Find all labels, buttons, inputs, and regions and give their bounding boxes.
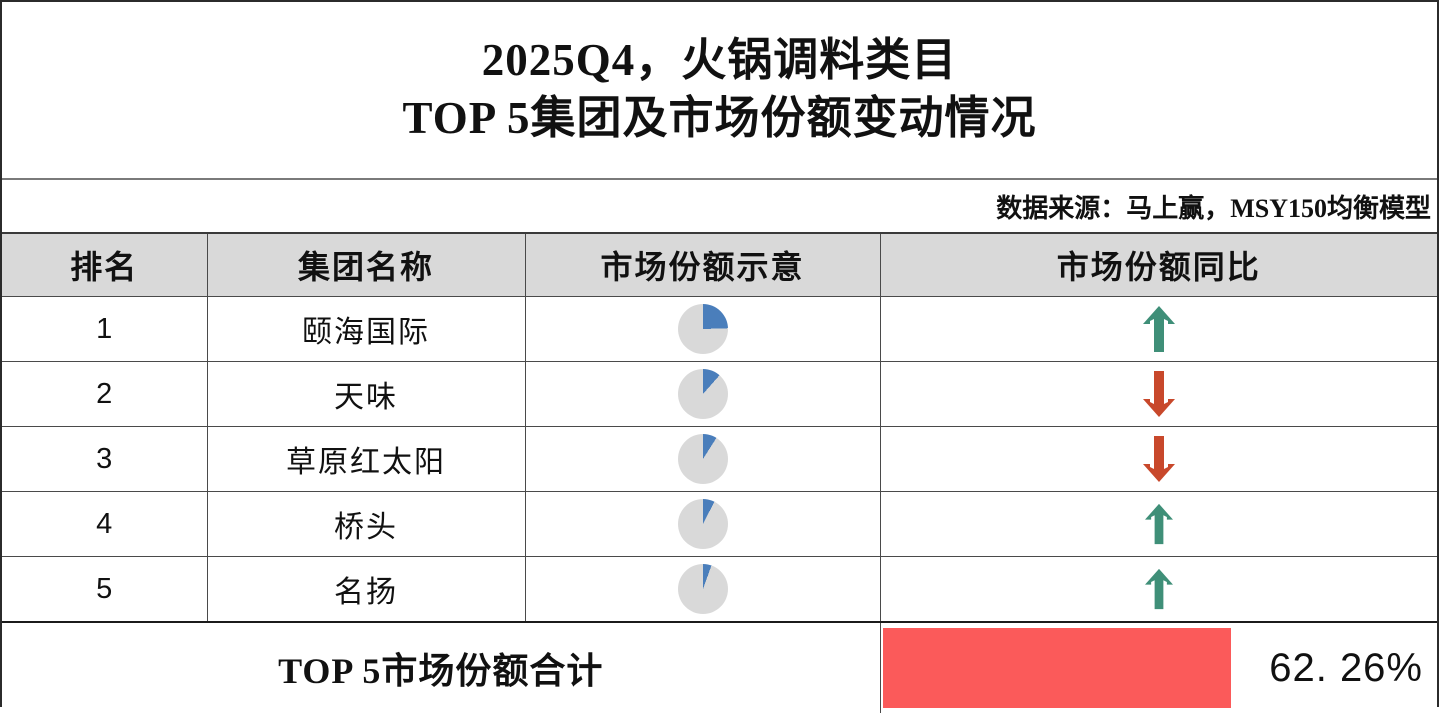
- group-name-cell: 天味: [207, 361, 526, 427]
- rank-cell: 5: [2, 556, 208, 623]
- total-row: TOP 5市场份额合计 62. 26%: [2, 621, 1437, 713]
- share-yoy-cell: [880, 491, 1437, 557]
- page-title-line-1: 2025Q4，火锅调料类目: [481, 35, 958, 86]
- share-pie-cell: [525, 491, 881, 557]
- column-header-share-pie: 市场份额示意: [525, 234, 881, 297]
- share-pie-cell: [525, 361, 881, 427]
- pie-chart-icon: [677, 369, 728, 419]
- source-block: 数据来源：马上赢，MSY150均衡模型: [2, 180, 1437, 234]
- total-data-bar: [882, 628, 1231, 708]
- pie-chart-icon: [677, 564, 728, 614]
- pie-chart-icon: [677, 434, 728, 484]
- table-header: 排名 集团名称 市场份额示意 市场份额同比: [2, 234, 1437, 297]
- group-name-cell: 颐海国际: [207, 296, 526, 362]
- share-yoy-cell: [880, 361, 1437, 427]
- share-pie-cell: [525, 426, 881, 492]
- total-value: 62. 26%: [1269, 645, 1423, 690]
- table-row: 3 草原红太阳: [2, 426, 1437, 492]
- rank-cell: 1: [2, 296, 208, 362]
- total-label: TOP 5市场份额合计: [2, 621, 881, 713]
- total-bar-cell: 62. 26%: [880, 621, 1437, 713]
- rank-cell: 4: [2, 491, 208, 557]
- pie-chart-icon: [677, 304, 728, 354]
- share-yoy-cell: [880, 426, 1437, 492]
- column-header-name: 集团名称: [207, 234, 526, 297]
- table-row: 4 桥头: [2, 491, 1437, 557]
- group-name-cell: 桥头: [207, 491, 526, 557]
- rank-cell: 3: [2, 426, 208, 492]
- arrow-up-icon: [1144, 503, 1173, 545]
- arrow-up-icon: [1142, 306, 1175, 352]
- group-name-cell: 名扬: [207, 556, 526, 623]
- share-pie-cell: [525, 556, 881, 623]
- arrow-up-icon: [1144, 568, 1173, 610]
- table-row: 1 颐海国际: [2, 296, 1437, 362]
- rank-cell: 2: [2, 361, 208, 427]
- column-header-rank: 排名: [2, 234, 208, 297]
- group-name-cell: 草原红太阳: [207, 426, 526, 492]
- pie-chart-icon: [677, 499, 728, 549]
- ranking-table: 排名 集团名称 市场份额示意 市场份额同比 1 颐海国际 2 天味 3 草原红太阳 4 桥头 5…: [2, 234, 1437, 713]
- table-header-row: 排名 集团名称 市场份额示意 市场份额同比: [2, 234, 1437, 297]
- table-footer: TOP 5市场份额合计 62. 26%: [2, 621, 1437, 713]
- title-block: 2025Q4，火锅调料类目 TOP 5集团及市场份额变动情况: [2, 2, 1437, 180]
- table-row: 5 名扬: [2, 556, 1437, 623]
- column-header-share-yoy: 市场份额同比: [880, 234, 1437, 297]
- share-yoy-cell: [880, 556, 1437, 623]
- table-body: 1 颐海国际 2 天味 3 草原红太阳 4 桥头 5 名扬: [2, 296, 1437, 623]
- share-yoy-cell: [880, 296, 1437, 362]
- arrow-down-icon: [1142, 436, 1175, 482]
- page-title-line-2: TOP 5集团及市场份额变动情况: [402, 93, 1037, 143]
- table-row: 2 天味: [2, 361, 1437, 427]
- share-pie-cell: [525, 296, 881, 362]
- arrow-down-icon: [1142, 371, 1175, 417]
- data-source-text: 数据来源：马上赢，MSY150均衡模型: [996, 193, 1431, 223]
